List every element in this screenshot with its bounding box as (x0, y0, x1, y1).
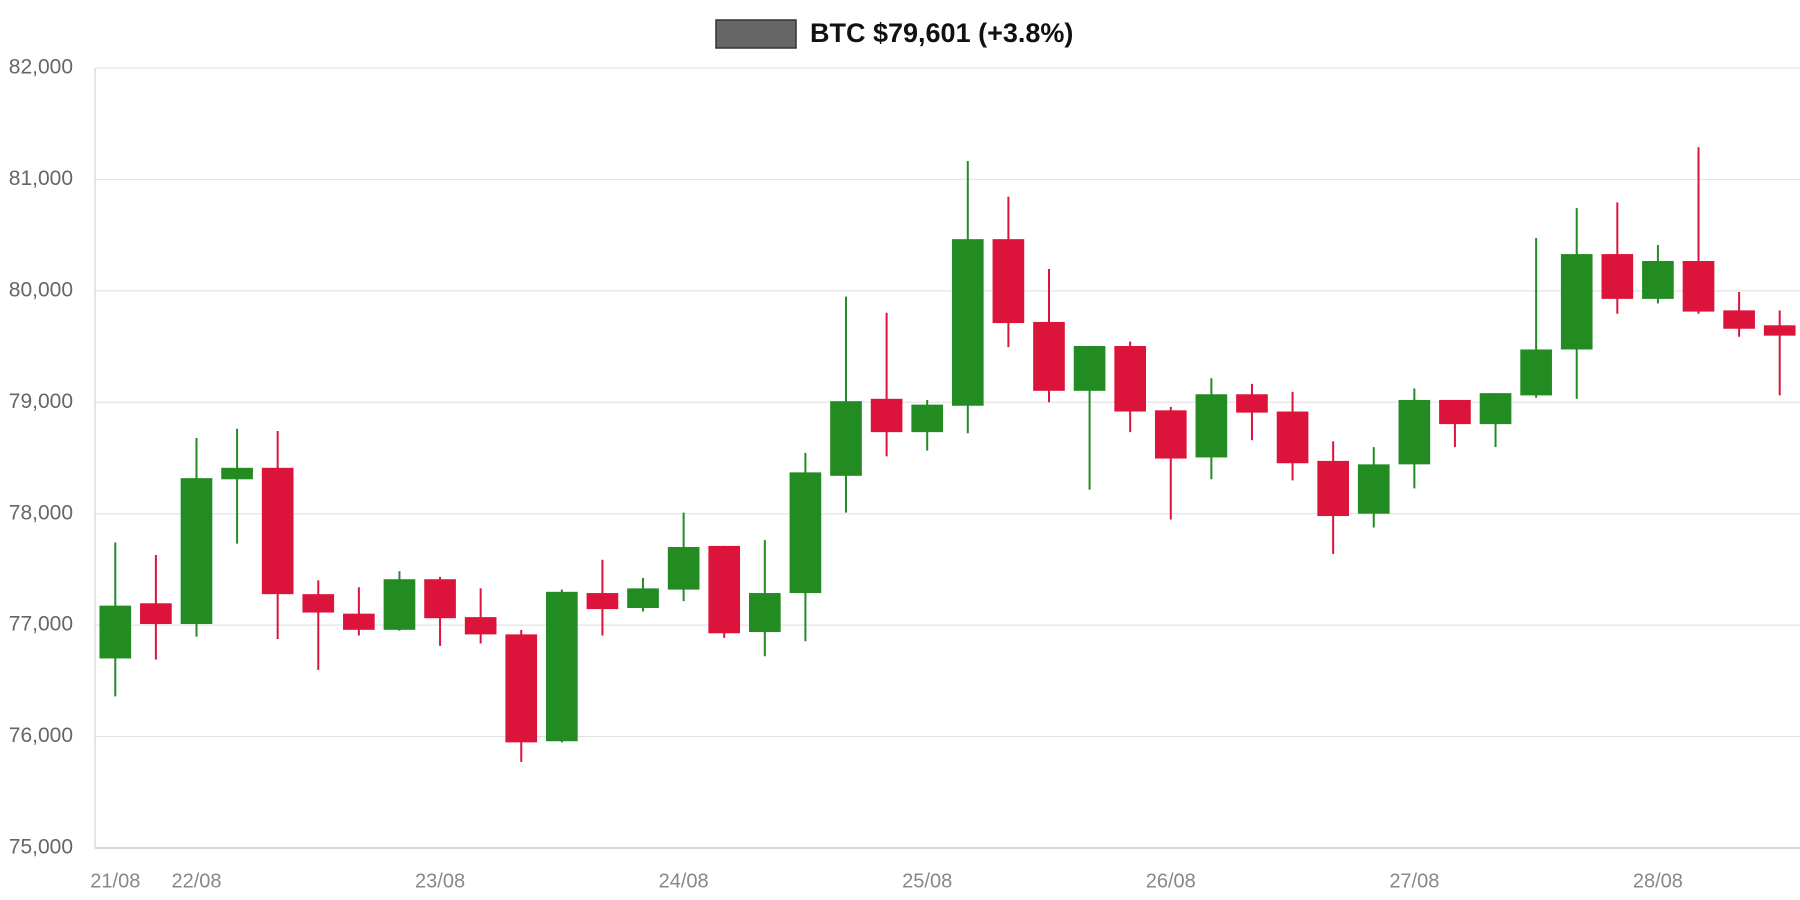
legend-label: BTC $79,601 (+3.8%) (810, 18, 1073, 48)
candle-body (708, 545, 741, 634)
candle-body (1073, 346, 1106, 391)
candle-body (1439, 399, 1471, 425)
y-tick-label: 76,000 (9, 724, 73, 747)
y-tick-label: 81,000 (9, 167, 73, 190)
candle-body (383, 579, 416, 630)
candle-body (302, 594, 335, 613)
legend-swatch (715, 19, 797, 49)
candle-body (1479, 393, 1512, 425)
candle-body (627, 588, 659, 608)
candle-body (261, 467, 294, 595)
candle-body (424, 579, 456, 619)
candle-body (1114, 346, 1147, 412)
candle-body (1723, 310, 1755, 329)
x-tick-label: 23/08 (415, 870, 465, 892)
candle-body (789, 472, 822, 594)
candle-body (1195, 394, 1228, 458)
candle-body (1276, 411, 1309, 464)
candle-body (140, 603, 172, 625)
candle-body (1033, 321, 1065, 391)
y-tick-label: 75,000 (9, 836, 73, 859)
candle-body (951, 239, 984, 406)
candle-body (911, 404, 944, 433)
x-tick-label: 27/08 (1389, 870, 1439, 892)
candle-body (1560, 254, 1593, 350)
y-tick-label: 80,000 (9, 278, 73, 301)
y-tick-label: 77,000 (9, 613, 73, 636)
candle-body (99, 605, 132, 659)
candle-body (830, 401, 862, 476)
candle-body (546, 591, 578, 742)
candle-body (667, 547, 700, 590)
candle-body (1642, 260, 1674, 299)
candle-body (870, 398, 903, 433)
x-tick-label: 22/08 (171, 870, 221, 892)
candle-body (1398, 399, 1431, 465)
candle-body (586, 593, 619, 610)
x-tick-label: 25/08 (902, 870, 952, 892)
candle-body (1763, 325, 1796, 336)
x-tick-label: 24/08 (659, 870, 709, 892)
candle-body (1236, 394, 1268, 413)
candle-body (1682, 260, 1715, 312)
candle-body (1357, 464, 1390, 514)
y-tick-label: 79,000 (9, 390, 73, 413)
candle-body (1520, 349, 1552, 396)
x-tick-label: 26/08 (1146, 870, 1196, 892)
candle-body (180, 478, 213, 625)
candle-body (748, 593, 781, 633)
candle-body (221, 467, 253, 480)
candle-body (464, 617, 497, 635)
y-tick-label: 78,000 (9, 501, 73, 524)
x-tick-label: 28/08 (1633, 870, 1683, 892)
candle-body (1154, 410, 1187, 459)
candle-body (1317, 460, 1349, 517)
candle-body (343, 613, 375, 630)
y-tick-label: 82,000 (9, 56, 73, 79)
candle-body (1601, 254, 1634, 299)
candle-body (505, 634, 538, 743)
candle-body (992, 239, 1025, 324)
x-tick-label: 21/08 (90, 870, 140, 892)
